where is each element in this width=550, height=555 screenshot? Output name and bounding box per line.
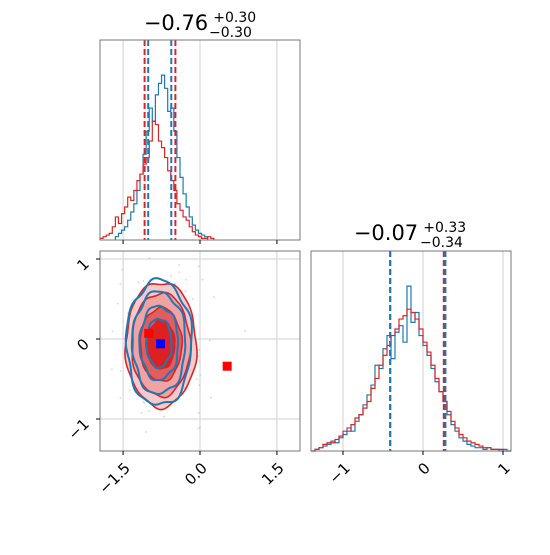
x-tick-label-p3-2: 1 <box>494 459 513 478</box>
x-tick-label-p2-0: −1.5 <box>95 459 133 497</box>
scatter-point <box>169 275 172 278</box>
scatter-point <box>195 378 198 381</box>
y-tick-label-p2-2: 1 <box>73 255 92 274</box>
title-param1-value: −0.76 <box>144 11 208 35</box>
panel-joint <box>99 250 301 452</box>
scatter-point <box>199 426 202 429</box>
scatter-point <box>137 281 140 284</box>
scatter-point <box>121 268 124 271</box>
x-tick-label-p3-1: 0 <box>414 459 433 478</box>
blue-contour-line-2 <box>138 304 179 382</box>
x-tick-label-p2-1: 0.0 <box>181 459 211 489</box>
scatter-point <box>111 368 114 371</box>
scatter-point <box>142 279 145 282</box>
scatter-point <box>197 427 200 430</box>
scatter-point <box>116 302 119 305</box>
scatter-point <box>198 359 201 362</box>
scatter-point <box>208 339 211 342</box>
scatter-point <box>173 282 176 285</box>
scatter-point <box>140 411 143 414</box>
scatter-point <box>119 369 122 372</box>
blue-contour-line-3 <box>145 317 173 370</box>
hist-p1-series-1 <box>99 120 215 240</box>
marker-2 <box>222 361 232 371</box>
scatter-point <box>148 410 151 413</box>
hist-p1-series-0 <box>114 74 209 240</box>
title-param2-upper: +0.33 <box>423 220 466 236</box>
scatter-point <box>184 278 187 281</box>
blue-contour-line-1 <box>130 290 187 396</box>
scatter-point <box>163 415 166 418</box>
title-param2-lower: −0.34 <box>420 235 463 251</box>
scatter-point <box>197 265 200 268</box>
scatter-point <box>201 278 204 281</box>
scatter-point <box>198 348 201 351</box>
marker-1 <box>156 339 166 349</box>
scatter-point <box>181 290 184 293</box>
title-param1-upper: +0.30 <box>213 10 256 26</box>
scatter-point <box>128 389 131 392</box>
title-param2: −0.07 +0.33 <box>354 220 466 245</box>
scatter-point <box>191 297 194 300</box>
scatter-point <box>111 330 114 333</box>
scatter-point <box>143 402 146 405</box>
blue-contour-line-0 <box>124 277 193 406</box>
y-tick-label-p2-0: −1 <box>64 415 92 443</box>
panel-hist-param2 <box>310 250 512 452</box>
scatter-point <box>178 264 181 267</box>
scatter-point <box>119 283 122 286</box>
scatter-point <box>213 295 216 298</box>
hist-p3-series-1 <box>311 308 511 452</box>
scatter-point <box>197 411 200 414</box>
scatter-point <box>145 430 148 433</box>
scatter-point <box>119 396 122 399</box>
title-param2-value: −0.07 <box>354 221 418 245</box>
scatter-point <box>243 329 246 332</box>
scatter-point <box>199 374 202 377</box>
panel-hist-param1 <box>99 39 301 241</box>
scatter-point <box>209 396 212 399</box>
y-tick-label-p2-1: 0 <box>73 335 92 354</box>
marker-0 <box>144 328 154 338</box>
scatter-point <box>178 271 181 274</box>
frame-p3 <box>310 250 512 452</box>
title-param1: −0.76 +0.30 <box>144 10 256 35</box>
scatter-point <box>148 257 151 260</box>
scatter-point <box>198 384 201 387</box>
scatter-point <box>184 290 187 293</box>
hist-p3-series-0 <box>311 285 511 452</box>
x-tick-label-p3-0: −1 <box>325 459 353 487</box>
title-param1-lower: −0.30 <box>209 25 252 41</box>
x-tick-label-p2-2: 1.5 <box>258 459 288 489</box>
